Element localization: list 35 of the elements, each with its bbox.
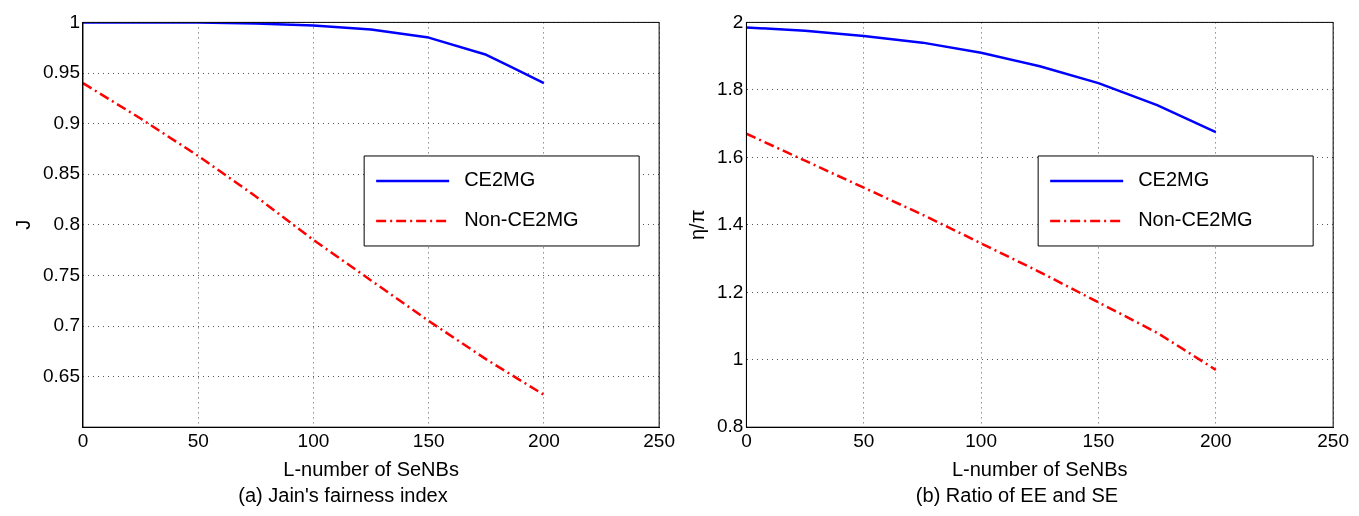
y-tick-label: 1.2 xyxy=(716,280,744,302)
x-axis-title: L-number of SeNBs xyxy=(951,457,1128,480)
y-tick-label: 1.4 xyxy=(716,213,744,235)
y-tick-label: 0.9 xyxy=(53,111,80,133)
x-tick-label: 50 xyxy=(853,429,875,451)
y-tick-label: 0.95 xyxy=(43,61,80,83)
y-tick-label: 1.6 xyxy=(716,145,744,167)
y-tick-label: 0.85 xyxy=(43,162,80,184)
legend-label: Non-CE2MG xyxy=(1138,208,1253,231)
x-axis-title: L-number of SeNBs xyxy=(283,457,459,480)
y-tick-label: 0.7 xyxy=(53,314,80,336)
x-tick-label: 200 xyxy=(1199,429,1232,451)
x-tick-label: 100 xyxy=(965,429,997,451)
y-tick-label: 0.65 xyxy=(43,364,80,386)
y-tick-label: 1.8 xyxy=(716,78,744,100)
y-tick-label: 1 xyxy=(732,347,744,369)
x-tick-label: 100 xyxy=(297,429,330,451)
x-tick-label: 50 xyxy=(187,429,209,451)
legend-label: CE2MG xyxy=(1138,168,1210,191)
x-tick-label: 200 xyxy=(528,429,560,451)
y-tick-label: 2 xyxy=(732,10,744,32)
x-tick-label: 150 xyxy=(1082,429,1115,451)
y-tick-label: 1 xyxy=(69,10,80,32)
x-tick-label: 250 xyxy=(643,429,675,451)
x-tick-label: 0 xyxy=(77,429,89,451)
legend-label: Non-CE2MG xyxy=(464,208,579,231)
y-tick-label: 0.8 xyxy=(53,213,80,235)
y-tick-label: 0.75 xyxy=(43,263,80,285)
legend-label: CE2MG xyxy=(464,168,536,191)
text: (a) Jain's fairness index xyxy=(238,483,448,506)
y-axis-title: J xyxy=(11,219,34,230)
text: (b) Ratio of EE and SE xyxy=(915,483,1119,506)
y-axis-title: η/π xyxy=(685,209,708,241)
x-tick-label: 250 xyxy=(1317,429,1349,451)
x-tick-label: 150 xyxy=(412,429,445,451)
